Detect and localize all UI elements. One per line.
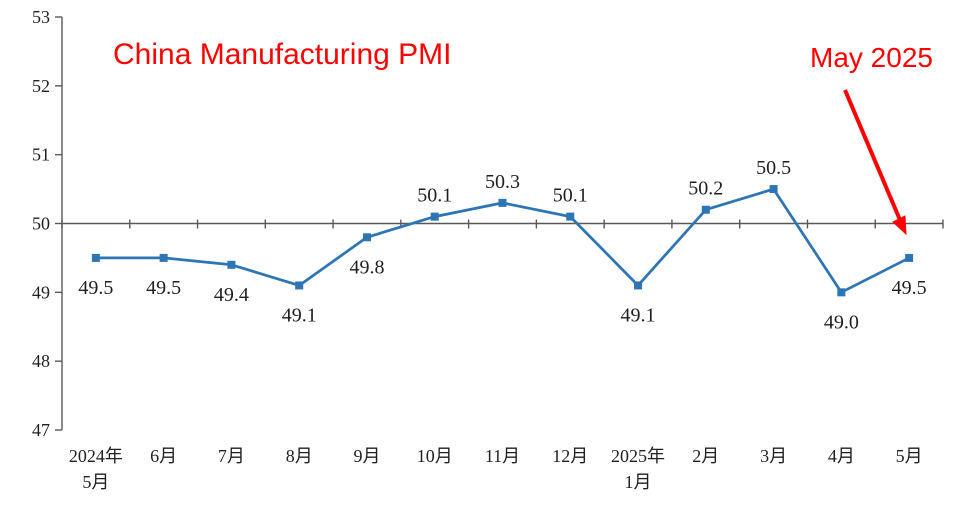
data-point-marker — [837, 288, 846, 297]
chart-title: China Manufacturing PMI — [113, 38, 452, 71]
data-label: 50.1 — [553, 185, 588, 207]
y-axis-label: 52 — [32, 76, 50, 96]
chart-generated-layer: 53 52 51 50 49 48 47 49.5 49.5 49.4 49.1 49.8 50.1 50… — [32, 7, 944, 492]
y-axis-label: 53 — [32, 7, 50, 27]
x-axis-category-label: 6月 — [150, 446, 177, 466]
x-axis-category-label: 1月 — [625, 472, 652, 492]
data-label: 49.5 — [892, 277, 927, 299]
data-point-marker — [362, 233, 371, 242]
data-point-marker — [498, 198, 507, 207]
x-axis-category-label: 10月 — [417, 446, 453, 466]
x-axis-category-label: 8月 — [286, 446, 313, 466]
x-axis-category-label: 2025年 — [611, 446, 665, 466]
data-point-marker — [566, 212, 575, 221]
data-label: 50.3 — [485, 171, 520, 193]
data-label: 49.4 — [214, 284, 249, 306]
x-axis-category-label: 3月 — [760, 446, 787, 466]
y-axis-label: 50 — [32, 214, 50, 234]
y-axis-label: 47 — [32, 420, 50, 440]
x-axis-category-label: 5月 — [82, 472, 109, 492]
annotation-arrow — [843, 89, 907, 236]
data-label: 49.8 — [349, 256, 384, 278]
data-point-marker — [634, 281, 643, 290]
x-axis-category-label: 4月 — [828, 446, 855, 466]
data-label: 50.1 — [417, 185, 452, 207]
data-label: 49.1 — [282, 304, 317, 326]
data-point-marker — [430, 212, 439, 221]
y-axis-label: 49 — [32, 282, 50, 302]
annotation-label: May 2025 — [810, 42, 933, 73]
y-axis-label: 51 — [32, 145, 50, 165]
data-label: 49.5 — [78, 277, 113, 299]
x-axis-category-label: 11月 — [485, 446, 520, 466]
x-axis-category-label: 9月 — [353, 446, 380, 466]
x-axis-category-label: 2024年 — [69, 446, 123, 466]
x-axis-category-label: 7月 — [218, 446, 245, 466]
data-point-marker — [905, 253, 914, 262]
data-label: 49.0 — [824, 311, 859, 333]
x-axis-category-label: 12月 — [552, 446, 588, 466]
x-axis-category-label: 2月 — [692, 446, 719, 466]
data-point-marker — [227, 260, 236, 269]
data-point-marker — [769, 185, 778, 194]
data-point-marker — [159, 253, 168, 262]
data-point-marker — [295, 281, 304, 290]
y-axis-label: 48 — [32, 351, 50, 371]
data-label: 50.5 — [756, 157, 791, 179]
x-axis-category-label: 5月 — [896, 446, 923, 466]
data-label: 49.5 — [146, 277, 181, 299]
data-label: 50.2 — [688, 178, 723, 200]
data-label: 49.1 — [621, 304, 656, 326]
data-point-marker — [701, 205, 710, 214]
data-point-marker — [91, 253, 100, 262]
